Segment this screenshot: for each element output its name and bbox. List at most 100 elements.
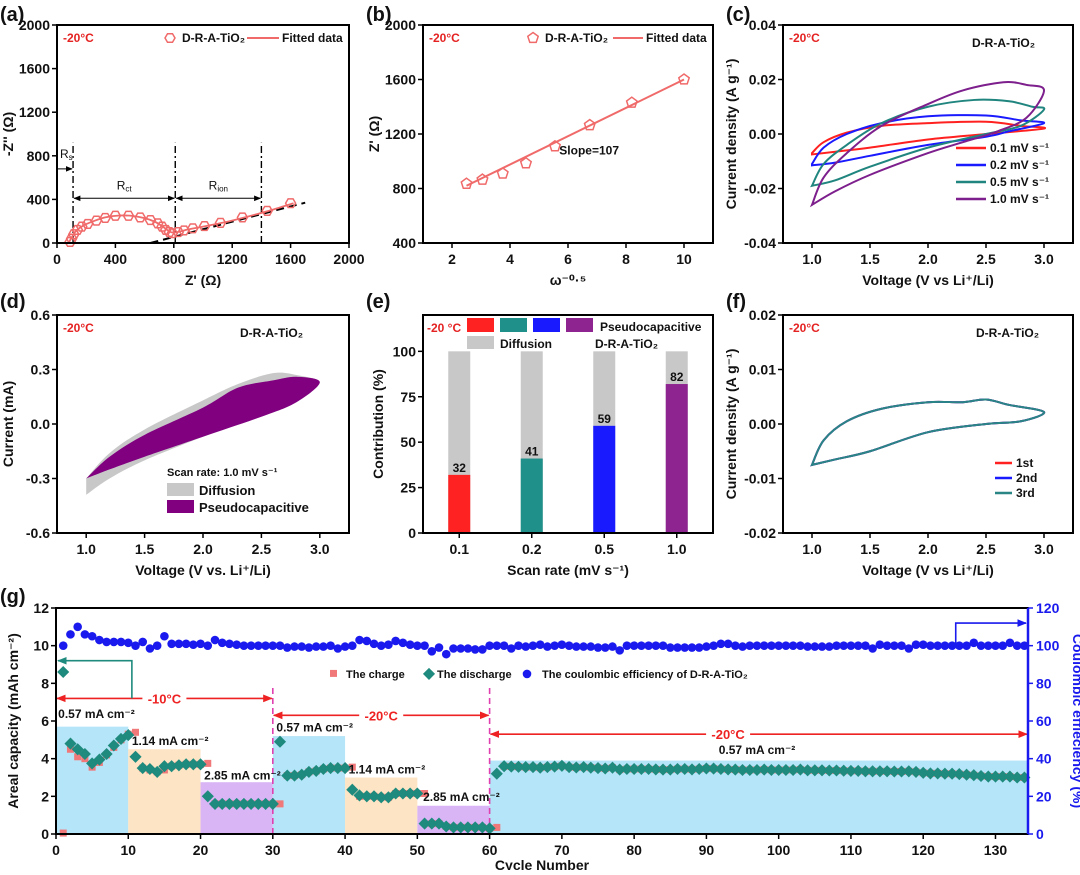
- area-pseudocapacitive: [86, 376, 320, 479]
- discharge-point: [873, 765, 886, 778]
- x-tick-label: 0: [53, 251, 61, 267]
- coulombic-efficiency-point: [824, 642, 834, 651]
- discharge-point: [881, 765, 894, 778]
- x-tick-label: 40: [337, 842, 353, 858]
- discharge-point: [71, 743, 84, 756]
- coulombic-efficiency-point: [665, 643, 675, 652]
- legend-label: D-R-A-TiO₂: [545, 31, 608, 45]
- y-tick-label: 100: [393, 343, 417, 359]
- y-axis-label: Z' (Ω): [366, 116, 382, 152]
- x-tick-label: 130: [984, 842, 1008, 858]
- discharge-point: [722, 763, 735, 776]
- coulombic-efficiency-point: [745, 641, 755, 650]
- discharge-point: [685, 763, 699, 776]
- legend-label: 3rd: [1016, 486, 1035, 500]
- discharge-point: [620, 762, 633, 776]
- y-tick-label: 400: [27, 191, 51, 207]
- y-tick-label: 4: [41, 751, 49, 767]
- coulombic-efficiency-point: [362, 636, 372, 646]
- discharge-point: [635, 762, 648, 776]
- plot-area: [58, 142, 306, 247]
- cv-curve: [810, 98, 1046, 188]
- discharge-point: [982, 770, 995, 783]
- coulombic-efficiency-point: [817, 642, 827, 651]
- coulombic-efficiency-point: [87, 631, 97, 641]
- coulombic-efficiency-point: [369, 639, 379, 649]
- plot-frame: [56, 24, 350, 244]
- charge-point: [421, 790, 429, 798]
- right-axis-indicator-arrow: [954, 619, 1027, 646]
- discharge-point: [93, 753, 106, 766]
- x-tick-label: 1200: [217, 251, 248, 267]
- discharge-point: [953, 768, 966, 781]
- bar-value-label: 41: [525, 445, 539, 459]
- coulombic-efficiency-point: [983, 641, 993, 650]
- legend-marker-charge: [330, 669, 337, 677]
- x-tick-label: 800: [162, 251, 186, 267]
- coulombic-efficiency-point: [694, 643, 704, 652]
- coulombic-efficiency-point: [651, 641, 661, 650]
- data-point-hexagon: [284, 198, 297, 209]
- legend-swatch: [566, 318, 593, 332]
- coulombic-efficiency-point: [434, 643, 444, 652]
- discharge-point: [498, 760, 511, 773]
- y2-axis-label: Coulombic effieciency (%): [1070, 634, 1080, 808]
- data-point-hexagon: [178, 225, 190, 236]
- discharge-point: [671, 762, 684, 776]
- discharge-point: [801, 764, 814, 777]
- discharge-point: [519, 761, 532, 774]
- discharge-point: [331, 762, 344, 775]
- temperature-label: -20°C: [789, 31, 820, 45]
- y-tick-label: 0: [41, 826, 49, 842]
- temperature-label: -20 °C: [427, 321, 461, 335]
- x-tick-label: 90: [699, 842, 715, 858]
- coulombic-efficiency-point: [66, 630, 75, 639]
- discharge-point: [317, 762, 330, 776]
- discharge-point: [367, 790, 381, 803]
- discharge-point: [237, 797, 250, 810]
- discharge-point: [924, 767, 937, 780]
- coulombic-efficiency-point: [586, 642, 596, 651]
- discharge-point: [230, 797, 243, 810]
- plot-area: [810, 398, 1046, 467]
- x-tick-label: 6: [564, 251, 572, 267]
- coulombic-efficiency-point: [543, 642, 552, 651]
- coulombic-efficiency-point: [441, 649, 451, 659]
- discharge-point: [938, 767, 951, 780]
- coulombic-efficiency-point: [80, 630, 90, 639]
- data-point-hexagon: [134, 212, 147, 223]
- y-tick-label: 12: [33, 600, 49, 616]
- legend-label: 1.0 mV s⁻¹: [990, 192, 1049, 206]
- coulombic-efficiency-point: [478, 645, 487, 654]
- coulombic-efficiency-point: [138, 637, 148, 647]
- legend-marker-ce: [522, 669, 532, 679]
- coulombic-efficiency-point: [796, 641, 805, 650]
- data-point-hexagon: [71, 224, 84, 236]
- coulombic-efficiency-point: [261, 641, 270, 650]
- coulombic-efficiency-point: [304, 643, 314, 652]
- y-tick-label: -0.02: [744, 181, 776, 197]
- charge-point: [131, 728, 139, 736]
- temperature-label: -10°C: [148, 691, 182, 706]
- data-point-pentagon: [496, 167, 509, 179]
- coulombic-efficiency-point: [239, 641, 249, 650]
- x-tick-label: 60: [482, 842, 498, 858]
- coulombic-efficiency-point: [933, 641, 942, 650]
- coulombic-efficiency-point: [217, 638, 227, 648]
- coulombic-efficiency-point: [268, 641, 278, 650]
- discharge-point: [158, 760, 171, 773]
- legend-label: 0.2 mV s⁻¹: [990, 158, 1049, 172]
- coulombic-efficiency-point: [398, 638, 408, 648]
- y-axis-label: Areal capacity (mAh cm⁻²): [5, 633, 21, 808]
- data-point-hexagon: [109, 210, 122, 221]
- y-tick-label: 0: [408, 525, 416, 541]
- x-tick-label: 80: [626, 842, 642, 858]
- discharge-point: [469, 821, 482, 834]
- coulombic-efficiency-point: [413, 641, 422, 650]
- x-tick-label: 0.5: [595, 541, 615, 557]
- legend-marker-discharge: [422, 667, 436, 680]
- discharge-point: [86, 757, 99, 770]
- panel-c: 1.0 1.5 2.0 2.5 3.0 -0.04 -0.02 0.00 0.02 0.04 Vol…: [723, 17, 1074, 288]
- coulombic-efficiency-point: [752, 641, 762, 650]
- x-tick-label: 1.5: [860, 541, 880, 557]
